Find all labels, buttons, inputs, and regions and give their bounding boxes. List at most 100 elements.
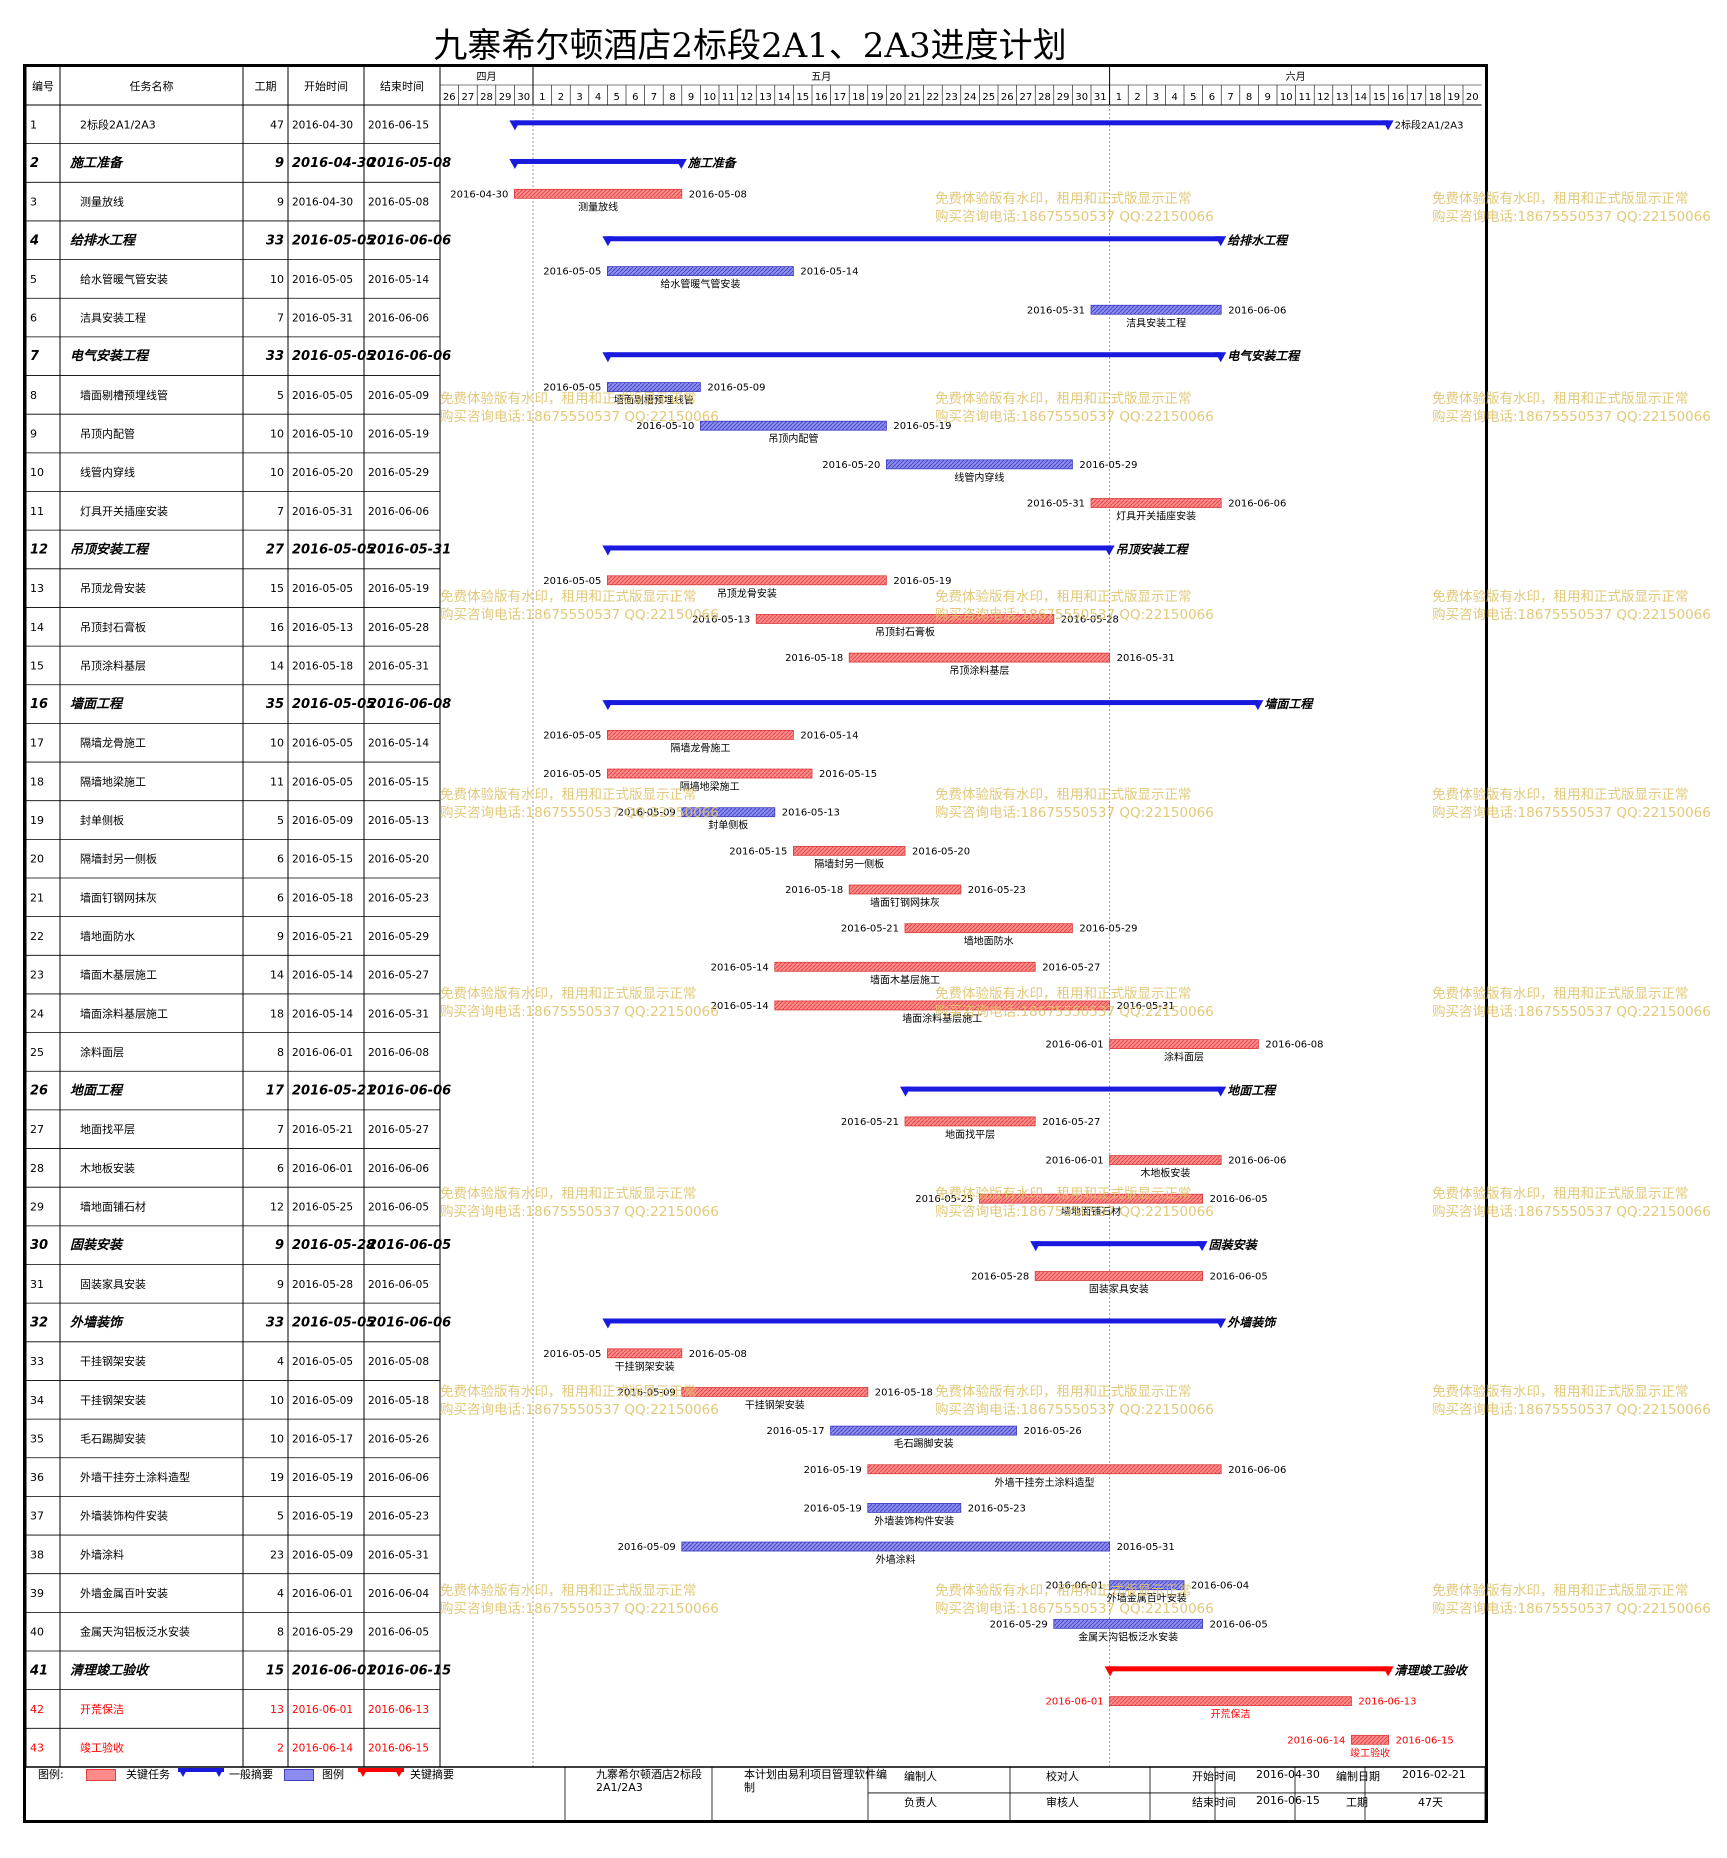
day-label: 4 bbox=[595, 92, 601, 103]
column-header: 结束时间 bbox=[380, 80, 424, 93]
task-bar-start-label: 2016-05-05 bbox=[543, 576, 601, 587]
task-bar bbox=[1351, 1734, 1390, 1745]
task-bar-end-label: 2016-05-09 bbox=[707, 383, 765, 394]
summary-bar bbox=[514, 120, 1389, 126]
summary-bar bbox=[905, 1086, 1222, 1092]
task-name: 2标段2A1/2A3 bbox=[80, 117, 156, 131]
task-bar bbox=[681, 807, 776, 818]
task-bar-name-label: 固装家具安装 bbox=[1089, 1283, 1149, 1296]
summary-bar-label: 清理竣工验收 bbox=[1395, 1663, 1469, 1677]
task-bar-end-label: 2016-06-06 bbox=[1228, 499, 1286, 510]
watermark-text: 免费体验版有水印，租用和正式版显示正常 购买咨询电话:18675550537 Q… bbox=[440, 986, 719, 1020]
day-label: 30 bbox=[517, 92, 530, 103]
task-bar-name-label: 干挂钢架安装 bbox=[615, 1360, 675, 1373]
day-label: 1 bbox=[1116, 92, 1122, 103]
task-duration: 9 bbox=[277, 196, 284, 209]
task-start: 2016-05-05 bbox=[292, 583, 353, 595]
task-name: 线管内穿线 bbox=[80, 465, 135, 479]
task-name: 墙面工程 bbox=[70, 696, 124, 712]
task-name: 地面找平层 bbox=[80, 1122, 135, 1136]
task-start: 2016-05-31 bbox=[292, 313, 353, 325]
watermark-text: 免费体验版有水印，租用和正式版显示正常 购买咨询电话:18675550537 Q… bbox=[1432, 787, 1711, 821]
task-end: 2016-05-08 bbox=[368, 156, 451, 171]
task-end: 2016-06-06 bbox=[368, 233, 451, 248]
task-id: 25 bbox=[30, 1046, 44, 1059]
month-label: 四月 bbox=[477, 71, 497, 83]
task-bar-name-label: 吊顶涂料基层 bbox=[949, 664, 1009, 677]
month-label: 六月 bbox=[1286, 71, 1306, 83]
task-bar-end-label: 2016-06-06 bbox=[1228, 1156, 1286, 1167]
task-duration: 7 bbox=[277, 505, 284, 518]
task-start: 2016-05-21 bbox=[292, 1124, 353, 1136]
task-bar bbox=[1090, 498, 1222, 508]
task-end: 2016-06-15 bbox=[368, 1663, 451, 1678]
task-bar-start-label: 2016-05-31 bbox=[1027, 499, 1085, 510]
task-bar-end-label: 2016-06-05 bbox=[1210, 1194, 1268, 1205]
task-duration: 9 bbox=[277, 1278, 284, 1291]
task-start: 2016-05-05 bbox=[292, 542, 375, 557]
summary-bar bbox=[607, 1318, 1222, 1324]
legend-summary-label: 一般摘要 bbox=[229, 1768, 273, 1781]
day-label: 21 bbox=[908, 92, 921, 103]
task-bar-start-label: 2016-05-17 bbox=[766, 1426, 824, 1437]
task-bar-end-label: 2016-05-27 bbox=[1042, 1117, 1100, 1128]
day-label: 8 bbox=[1246, 92, 1252, 103]
task-bar bbox=[774, 1000, 1110, 1011]
task-name: 涂料面层 bbox=[80, 1045, 124, 1059]
page-title: 九寨希尔顿酒店2标段2A1、2A3进度计划 bbox=[433, 26, 1067, 66]
day-label: 3 bbox=[576, 92, 582, 103]
watermark-text: 免费体验版有水印，租用和正式版显示正常 购买咨询电话:18675550537 Q… bbox=[440, 589, 719, 623]
summary-bar-label: 施工准备 bbox=[687, 156, 738, 170]
task-id: 34 bbox=[30, 1394, 44, 1407]
day-label: 18 bbox=[852, 92, 865, 103]
task-bar-start-label: 2016-06-01 bbox=[1045, 1697, 1103, 1708]
day-label: 9 bbox=[1265, 92, 1271, 103]
task-id: 22 bbox=[30, 930, 44, 943]
summary-bar-end-cap bbox=[1382, 1666, 1394, 1677]
task-bar-start-label: 2016-05-10 bbox=[636, 421, 694, 432]
task-bar bbox=[607, 1348, 683, 1359]
day-label: 28 bbox=[480, 92, 493, 103]
task-duration: 10 bbox=[270, 273, 284, 286]
legend-label: 图例: bbox=[38, 1768, 64, 1781]
task-end: 2016-05-09 bbox=[368, 390, 429, 402]
task-bar-name-label: 开荒保洁 bbox=[1211, 1708, 1251, 1721]
task-bar-name-label: 外墙干挂夯土涂料造型 bbox=[995, 1476, 1095, 1489]
task-bar-name-label: 木地板安装 bbox=[1140, 1167, 1190, 1180]
task-end: 2016-05-26 bbox=[368, 1433, 429, 1445]
task-duration: 13 bbox=[270, 1703, 284, 1716]
task-bar-start-label: 2016-06-01 bbox=[1045, 1156, 1103, 1167]
task-id: 20 bbox=[30, 853, 44, 866]
task-start: 2016-05-21 bbox=[292, 931, 353, 943]
footer-table: 图例: 关键任务 一般摘要 图例 关键摘要 九寨希尔顿酒店2标段2A1/2A3 … bbox=[26, 1764, 1486, 1820]
task-end: 2016-06-15 bbox=[368, 1743, 429, 1755]
day-label: 5 bbox=[1190, 92, 1196, 103]
task-id: 27 bbox=[30, 1123, 44, 1136]
task-end: 2016-05-27 bbox=[368, 970, 429, 982]
task-start: 2016-04-30 bbox=[292, 156, 375, 171]
task-start: 2016-05-28 bbox=[292, 1279, 353, 1291]
task-bar-name-label: 测量放线 bbox=[578, 200, 618, 213]
day-label: 2 bbox=[558, 92, 564, 103]
task-bar bbox=[607, 266, 794, 277]
task-duration: 11 bbox=[270, 775, 284, 788]
task-end: 2016-06-15 bbox=[368, 119, 429, 131]
task-id: 15 bbox=[30, 659, 44, 672]
task-end: 2016-06-05 bbox=[368, 1202, 429, 1214]
task-start: 2016-05-14 bbox=[292, 1008, 353, 1020]
task-bar-start-label: 2016-05-29 bbox=[990, 1619, 1048, 1630]
task-bar-start-label: 2016-05-21 bbox=[841, 1117, 899, 1128]
task-bar-start-label: 2016-05-31 bbox=[1027, 305, 1085, 316]
task-bar-name-label: 外墙装饰构件安装 bbox=[874, 1514, 954, 1527]
task-id: 38 bbox=[30, 1548, 44, 1561]
summary-bar-end-cap bbox=[1215, 1318, 1227, 1329]
task-bar-end-label: 2016-06-08 bbox=[1265, 1040, 1323, 1051]
day-label: 1 bbox=[539, 92, 545, 103]
task-start: 2016-05-19 bbox=[292, 1472, 353, 1484]
task-bar-end-label: 2016-06-15 bbox=[1396, 1735, 1454, 1746]
day-label: 14 bbox=[1354, 92, 1367, 103]
summary-bar-label: 吊顶安装工程 bbox=[1116, 542, 1190, 556]
watermark-text: 免费体验版有水印，租用和正式版显示正常 购买咨询电话:18675550537 Q… bbox=[935, 391, 1214, 425]
summary-bar bbox=[607, 700, 1259, 706]
